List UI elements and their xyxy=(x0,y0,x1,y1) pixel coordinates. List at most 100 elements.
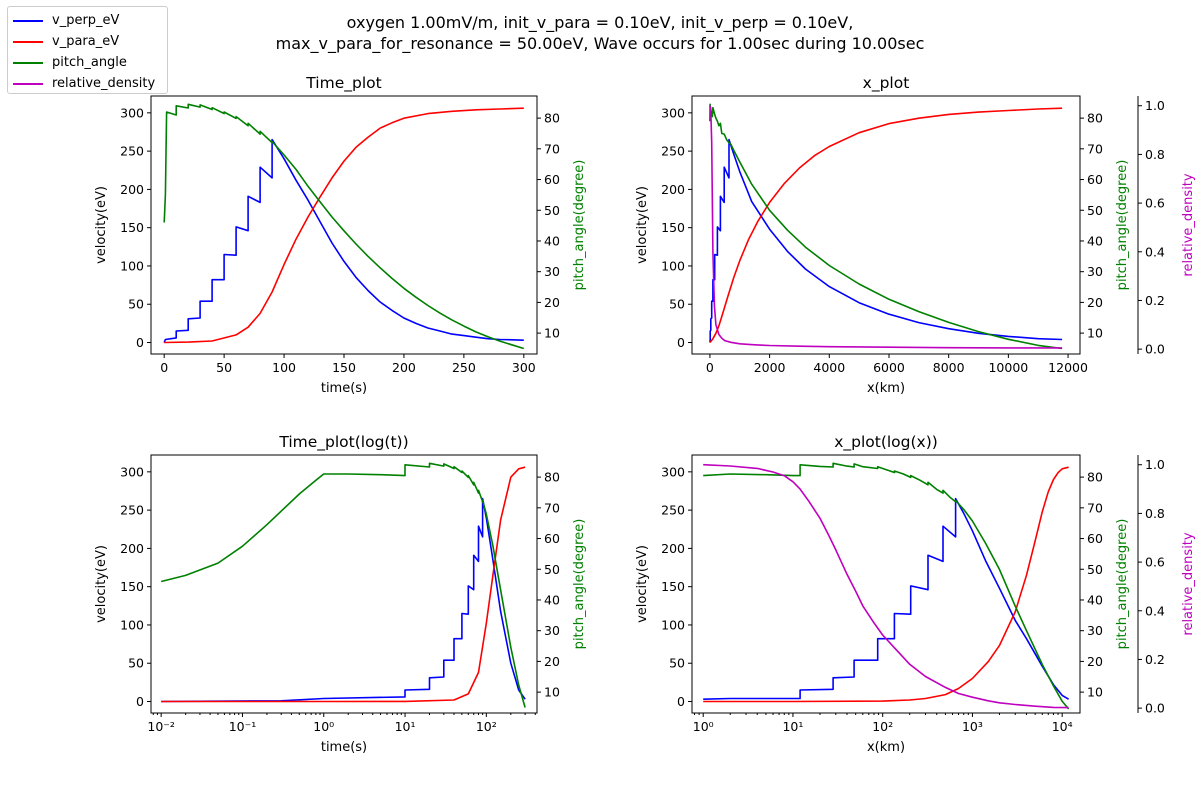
y3-tick-label: 0.8 xyxy=(1145,147,1165,162)
x-tick-label: 10³ xyxy=(962,719,983,734)
y2-tick-label: 60 xyxy=(1087,531,1103,546)
y-tick-label: 300 xyxy=(120,105,144,120)
y-tick-label: 300 xyxy=(661,464,685,479)
legend-swatch-v-para xyxy=(13,40,43,43)
y-tick-label: 250 xyxy=(661,503,685,518)
y2-tick-label: 80 xyxy=(544,470,560,485)
x-tick-label: 10⁰ xyxy=(693,719,714,734)
y-tick-label: 50 xyxy=(669,656,685,671)
series-group xyxy=(709,103,1063,350)
y2-tick-label: 80 xyxy=(544,111,560,126)
y-tick-label: 50 xyxy=(128,656,144,671)
subplot-1: 0 50 100 150 200 250 300 0 50 100 150 200 250 300 10 20… xyxy=(94,74,587,396)
y2-tick-label: 10 xyxy=(544,685,560,700)
y2-tick-label: 70 xyxy=(1087,141,1103,156)
y-tick-label: 200 xyxy=(661,182,685,197)
series-line-v-para-ev xyxy=(161,466,526,703)
y2-tick-label: 80 xyxy=(1087,470,1103,485)
y2-tick-label: 50 xyxy=(544,562,560,577)
series-line-v-perp-ev xyxy=(161,497,526,703)
y2-tick-label: 20 xyxy=(1087,295,1103,310)
subplot-title: Time_plot(log(t)) xyxy=(278,433,408,452)
subplot-title: x_plot(log(x)) xyxy=(834,433,938,452)
y-axis-label: velocity(eV) xyxy=(94,545,109,623)
y3-tick-label: 0.4 xyxy=(1145,244,1165,259)
y2-tick-label: 70 xyxy=(544,500,560,515)
y-tick-label: 250 xyxy=(661,144,685,159)
y2-tick-label: 40 xyxy=(1087,233,1103,248)
series-line-v-para-ev xyxy=(709,107,1063,343)
x-tick-label: 0 xyxy=(706,360,714,375)
x-tick-label: 250 xyxy=(452,360,476,375)
x-tick-label: 12000 xyxy=(1048,360,1088,375)
y2-axis-label: pitch_angle(degree) xyxy=(572,519,587,650)
y3-tick-label: 0.4 xyxy=(1145,603,1165,618)
x-tick-label: 10⁴ xyxy=(1052,719,1073,734)
legend-label-relative-density: relative_density xyxy=(52,76,156,91)
y-tick-label: 50 xyxy=(669,297,685,312)
y2-tick-label: 40 xyxy=(544,592,560,607)
legend-entry-v-perp: v_perp_eV xyxy=(8,10,167,31)
y3-tick-label: 0.6 xyxy=(1145,555,1165,570)
y-tick-label: 100 xyxy=(120,258,144,273)
legend-entry-v-para: v_para_eV xyxy=(8,31,167,52)
y2-tick-label: 20 xyxy=(544,295,560,310)
y-tick-label: 100 xyxy=(661,617,685,632)
y2-tick-label: 30 xyxy=(544,264,560,279)
x-tick-label: 0 xyxy=(160,360,168,375)
x-axis-label: time(s) xyxy=(321,381,367,396)
y3-tick-label: 0.2 xyxy=(1145,652,1165,667)
x-axis-label: x(km) xyxy=(867,740,905,755)
series-group xyxy=(161,462,526,708)
y-tick-label: 0 xyxy=(136,335,144,350)
y-tick-label: 0 xyxy=(677,335,685,350)
y-tick-label: 200 xyxy=(120,182,144,197)
x-tick-label: 150 xyxy=(332,360,356,375)
legend-swatch-relative-density xyxy=(13,82,43,85)
series-line-relative-density xyxy=(703,463,1069,709)
y2-tick-label: 40 xyxy=(1087,592,1103,607)
x-tick-label: 10¹ xyxy=(782,719,803,734)
y-tick-label: 250 xyxy=(120,503,144,518)
y-tick-label: 150 xyxy=(120,579,144,594)
y2-axis-label: pitch_angle(degree) xyxy=(1115,519,1130,650)
y-tick-label: 150 xyxy=(661,220,685,235)
suptitle-line-1: oxygen 1.00mV/m, init_v_para = 0.10eV, i… xyxy=(346,13,854,32)
y-tick-label: 250 xyxy=(120,144,144,159)
x-axis-label: x(km) xyxy=(867,381,905,396)
series-group xyxy=(703,462,1070,710)
y2-tick-label: 70 xyxy=(1087,500,1103,515)
y3-tick-label: 0.0 xyxy=(1145,342,1165,357)
legend-entry-pitch-angle: pitch_angle xyxy=(8,52,167,73)
series-line-pitch-angle xyxy=(709,103,1063,350)
y2-tick-label: 80 xyxy=(1087,111,1103,126)
subplot-4: 10⁰ 10¹ 10² 10³ 10⁴ 0 50 100 150 200 250 300 10 20 30 4… xyxy=(635,433,1196,755)
y-tick-label: 150 xyxy=(120,220,144,235)
x-tick-label: 10¹ xyxy=(395,719,416,734)
series-line-pitch-angle xyxy=(161,462,526,708)
y-tick-label: 100 xyxy=(661,258,685,273)
y2-tick-label: 30 xyxy=(544,623,560,638)
y2-axis-label: pitch_angle(degree) xyxy=(1115,160,1130,291)
y2-tick-label: 60 xyxy=(544,172,560,187)
axes-frame xyxy=(691,454,1081,714)
legend-swatch-v-perp xyxy=(13,19,43,22)
y2-tick-label: 60 xyxy=(1087,172,1103,187)
series-line-v-perp-ev xyxy=(163,138,524,343)
y3-axis-label: relative_density xyxy=(1181,173,1196,277)
series-line-v-para-ev xyxy=(703,466,1069,703)
y-axis-label: velocity(eV) xyxy=(635,186,650,264)
subplot-title: Time_plot xyxy=(305,74,381,93)
x-tick-label: 10⁻¹ xyxy=(229,719,257,734)
subplot-3: 10⁻² 10⁻¹ 10⁰ 10¹ 10² 0 50 100 150 200 250 300 10 20 3… xyxy=(94,433,587,755)
x-tick-label: 10² xyxy=(872,719,893,734)
y2-tick-label: 50 xyxy=(1087,562,1103,577)
x-tick-label: 10⁰ xyxy=(313,719,334,734)
y3-tick-label: 0.8 xyxy=(1145,506,1165,521)
subplot-2: 0 2000 4000 6000 8000 10000 12000 0 50 100 150 200 2… xyxy=(635,74,1196,396)
y-tick-label: 50 xyxy=(128,297,144,312)
y2-tick-label: 10 xyxy=(1087,685,1103,700)
y2-tick-label: 20 xyxy=(1087,654,1103,669)
series-line-v-perp-ev xyxy=(703,497,1070,700)
y2-tick-label: 20 xyxy=(544,654,560,669)
